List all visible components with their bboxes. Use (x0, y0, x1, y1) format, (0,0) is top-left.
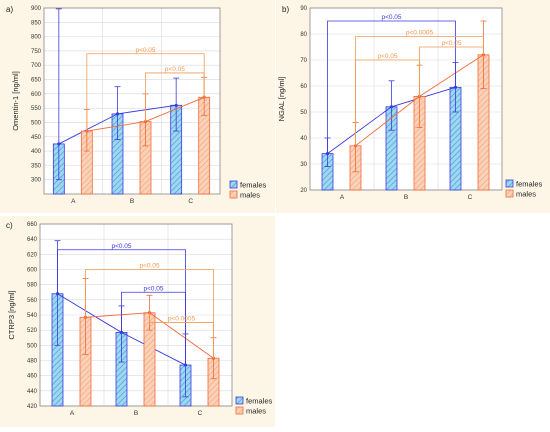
y-tick-label: 600 (31, 92, 42, 98)
significance-label: p<0.05 (377, 53, 397, 60)
significance-label: p<0.05 (139, 263, 159, 270)
significance-label: p<0.05 (165, 66, 185, 73)
y-tick-label: 850 (31, 20, 42, 26)
significance-label: p<0.05 (135, 47, 155, 54)
chart-svg: 420 440 460 480 500 520 540 560 580 600 620 640 660 C… (0, 216, 275, 427)
series-point-females (174, 103, 178, 107)
x-tick-label: C (188, 198, 193, 205)
significance-label: p<0.05 (381, 14, 401, 21)
y-axis-label: CTRP3 [ng/ml] (7, 290, 16, 339)
y-tick-label: 450 (31, 135, 42, 141)
plot-area (44, 8, 220, 194)
y-tick-label: 300 (31, 178, 42, 184)
y-tick-label: 460 (27, 374, 38, 380)
plot-area (310, 8, 502, 190)
y-tick-label: 600 (27, 268, 38, 274)
significance-bracket (327, 20, 456, 154)
y-tick-label: 550 (31, 106, 42, 112)
y-tick-label: 40 (300, 136, 307, 142)
significance-bracket (85, 269, 214, 359)
y-tick-label: 60 (300, 84, 307, 90)
y-tick-label: 30 (300, 162, 307, 168)
chart-svg: 300 350 400 450 500 550 600 650 700 750 800 850 900 O… (0, 0, 275, 213)
y-tick-label: 440 (27, 389, 38, 395)
series-point-females (115, 112, 120, 116)
plot-frame (39, 223, 233, 407)
significance-label: p<0.0005 (406, 30, 434, 37)
panel-label: c) (6, 221, 13, 230)
significance-bracket (355, 59, 420, 146)
y-tick-label: 500 (31, 120, 42, 126)
chart-panel-a: 300 350 400 450 500 550 600 650 700 750 800 850 900 O… (0, 0, 275, 213)
significance-label: p<0.05 (441, 40, 461, 47)
series-point-females (389, 105, 394, 109)
series-point-males (481, 53, 486, 57)
y-tick-label: 660 (27, 222, 38, 228)
legend-swatch-males (505, 189, 514, 198)
y-tick-label: 560 (27, 298, 38, 304)
significance-bracket (121, 291, 186, 366)
y-tick-label: 80 (300, 32, 307, 38)
y-axis-label: NGAL [ng/ml] (277, 77, 286, 122)
y-tick-label: 750 (31, 49, 42, 55)
x-tick-label: A (70, 410, 75, 417)
plot-frame (309, 7, 503, 191)
y-tick-label: 640 (27, 237, 38, 243)
chart-svg: 20 30 40 50 60 70 80 90 NGAL [ng/ml] b) A B Cp<0.05 p… (276, 0, 550, 213)
y-tick-label: 700 (31, 63, 42, 69)
y-axis-label: Omentin-1 [ng/ml] (11, 71, 20, 131)
y-tick-label: 480 (27, 359, 38, 365)
y-tick-label: 620 (27, 252, 38, 258)
significance-label: p<0.05 (111, 243, 131, 250)
panel-label: b) (282, 5, 289, 14)
series-point-females (57, 142, 61, 146)
legend-swatch-females (229, 180, 238, 189)
y-tick-label: 650 (31, 78, 42, 84)
legend-label-females: females (246, 397, 273, 406)
legend-label-females: females (516, 180, 543, 189)
y-tick-label: 400 (31, 149, 42, 155)
legend-label-males: males (240, 191, 260, 200)
x-tick-label: B (130, 198, 134, 205)
y-tick-label: 20 (300, 188, 307, 194)
legend-swatch-males (235, 406, 244, 415)
panel-label: a) (6, 5, 13, 14)
chart-panel-c: 420 440 460 480 500 520 540 560 580 600 620 640 660 C… (0, 216, 275, 427)
legend-label-females: females (240, 181, 267, 190)
legend-swatch-females (235, 396, 244, 405)
plot-frame (43, 7, 221, 195)
x-tick-label: A (340, 194, 345, 201)
y-tick-label: 500 (27, 343, 38, 349)
significance-label: p<0.05 (143, 285, 163, 292)
y-tick-label: 520 (27, 328, 38, 334)
y-tick-label: 580 (27, 283, 38, 289)
y-tick-label: 420 (27, 404, 38, 410)
y-tick-label: 70 (300, 58, 307, 64)
series-point-females (55, 292, 60, 296)
y-tick-label: 90 (300, 6, 307, 12)
legend-swatch-females (505, 179, 514, 188)
legend-label-males: males (246, 407, 266, 416)
x-tick-label: A (71, 198, 76, 205)
x-tick-label: C (468, 194, 473, 201)
significance-bracket (149, 312, 214, 359)
x-tick-label: B (134, 410, 138, 417)
significance-label: p<0.0005 (168, 316, 196, 323)
y-tick-label: 540 (27, 313, 38, 319)
legend-swatch-males (229, 190, 238, 199)
y-tick-label: 350 (31, 163, 42, 169)
y-tick-label: 900 (31, 6, 42, 12)
y-tick-label: 50 (300, 110, 307, 116)
x-tick-label: B (404, 194, 408, 201)
x-tick-label: C (198, 410, 203, 417)
legend-label-males: males (516, 190, 536, 199)
significance-bracket (145, 72, 205, 122)
y-tick-label: 800 (31, 35, 42, 41)
